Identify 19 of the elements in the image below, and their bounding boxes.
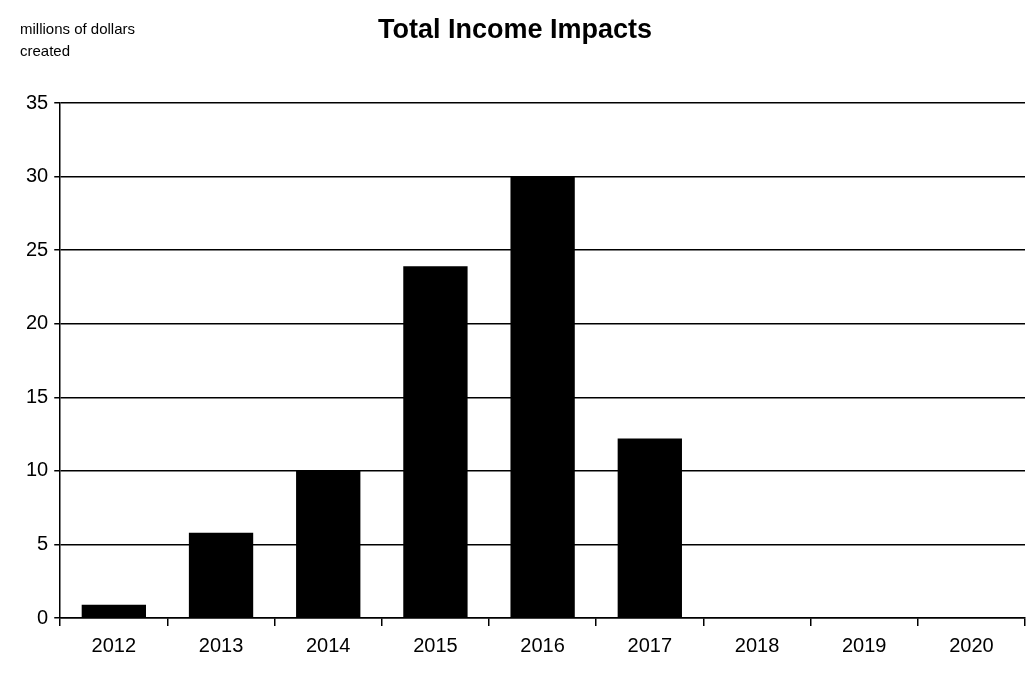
y-tick-label: 5	[37, 531, 49, 554]
y-tick-label: 35	[26, 90, 49, 113]
chart-title: Total Income Impacts	[377, 14, 653, 44]
y-tick-label: 20	[26, 311, 49, 334]
x-tick-label: 2019	[841, 633, 887, 656]
x-tick-label: 2016	[520, 633, 565, 656]
y-tick-label: 30	[26, 164, 49, 187]
x-tick-label: 2014	[305, 633, 351, 656]
x-tick-label: 2020	[949, 633, 994, 656]
x-tick-label: 2017	[627, 633, 673, 656]
y-axis-title: millions of dollars created	[20, 19, 137, 61]
y-tick-label: 0	[37, 605, 49, 628]
x-tick-label: 2012	[91, 633, 137, 656]
x-tick-label: 2018	[734, 633, 780, 656]
x-tick-label: 2013	[198, 633, 244, 656]
y-tick-label: 10	[26, 458, 49, 481]
x-tick-label: 2015	[413, 633, 458, 656]
y-tick-label: 15	[26, 384, 49, 407]
y-tick-label: 25	[26, 237, 49, 260]
